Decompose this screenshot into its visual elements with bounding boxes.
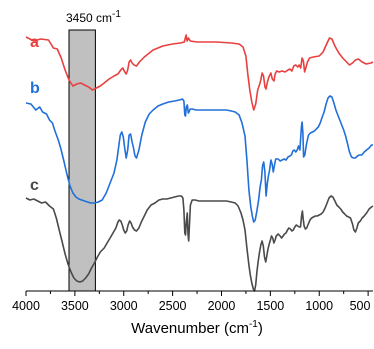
x-axis-ticks: 4000 3500 3000 2500 2000 1500 1000 500 [12,291,370,313]
shaded-band [68,29,96,292]
x-axis-title-main: Wavenumber (cm [131,320,249,337]
band-annotation-main: 3450 cm [66,11,112,25]
band-annotation-sup: -1 [112,9,121,20]
series-label-c: c [30,177,39,194]
band-annotation-label: 3450 cm-1 [66,9,121,25]
series-label-a: a [30,34,39,51]
x-tick-label: 4000 [12,299,40,313]
x-tick-label: 3500 [61,299,89,313]
series-line-c [25,195,374,292]
x-axis-title: Wavenumber (cm-1) [131,319,263,337]
x-tick-label: 500 [350,299,371,313]
x-tick-label: 2000 [208,299,236,313]
series-label-b: b [30,80,40,97]
series-layer [25,34,374,292]
x-tick-label: 2500 [159,299,187,313]
series-line-a [25,34,374,111]
x-axis-title-tail: ) [258,320,263,337]
x-tick-label: 1500 [256,299,284,313]
x-tick-label: 1000 [305,299,333,313]
x-tick-label: 3000 [110,299,138,313]
series-line-b [25,95,373,223]
x-axis-title-sup: -1 [249,319,258,330]
